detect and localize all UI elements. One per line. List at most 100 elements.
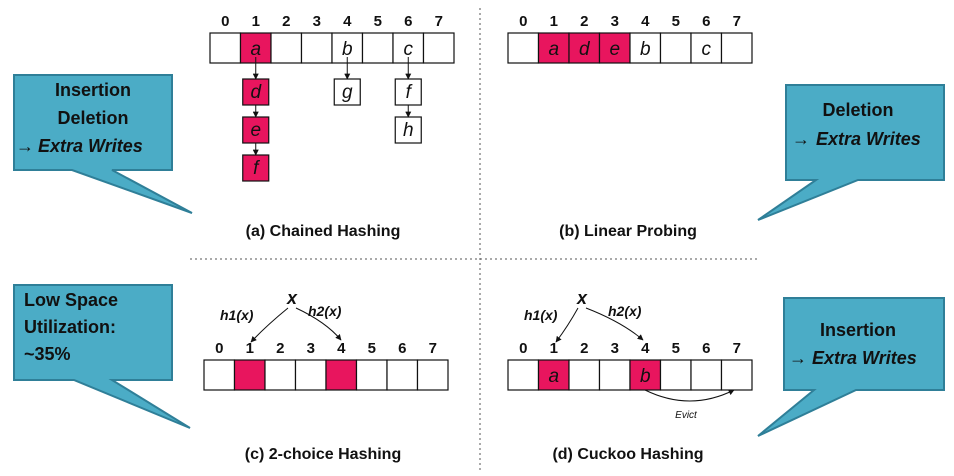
d-index-1: 1 bbox=[550, 340, 558, 357]
h1-arrow-c bbox=[250, 307, 289, 343]
b-slot-2-value: d bbox=[579, 39, 591, 60]
c-index-6: 6 bbox=[398, 340, 406, 357]
chain-node-1-2 bbox=[242, 154, 270, 182]
a-index-6: 6 bbox=[404, 13, 412, 30]
b-index-2: 2 bbox=[580, 13, 588, 30]
chain-node-6-1 bbox=[394, 116, 422, 144]
c-slot-1 bbox=[233, 359, 266, 391]
panel-cuckoo-hashing: x h1(x) h2(x) 0 1 2 3 4 5 6 7 a b Evict (d) Cuck… bbox=[507, 288, 753, 463]
h1-arrow-d bbox=[555, 307, 579, 343]
d-index-6: 6 bbox=[702, 340, 710, 357]
h2-arrow-c bbox=[295, 307, 342, 341]
h2-label-c: h2(x) bbox=[308, 303, 342, 319]
bubble-d: Insertion → Extra Writes bbox=[757, 297, 945, 437]
h2-arrow-d bbox=[585, 307, 644, 341]
h2-label-d: h2(x) bbox=[608, 303, 642, 319]
d-slot-6 bbox=[690, 359, 723, 391]
b-slot-1-value: a bbox=[548, 39, 559, 60]
d-slot-5 bbox=[659, 359, 692, 391]
evict-label: Evict bbox=[675, 410, 698, 421]
h1-label-c: h1(x) bbox=[220, 307, 254, 323]
c-index-7: 7 bbox=[429, 340, 437, 357]
key-x-c: x bbox=[286, 288, 298, 308]
panel-2-choice-hashing: x h1(x) h2(x) 0 1 2 3 4 5 6 7 (c) 2-choice Hash… bbox=[203, 288, 449, 463]
evict-arrow bbox=[644, 389, 735, 402]
d-slot-3 bbox=[598, 359, 631, 391]
d-index-7: 7 bbox=[733, 340, 741, 357]
c-slot-6 bbox=[386, 359, 419, 391]
bubble-a: Insertion Deletion → Extra Writes bbox=[13, 74, 193, 214]
b-slot-1 bbox=[537, 32, 570, 64]
c-slot-7 bbox=[416, 359, 449, 391]
chain-node-1-0-value: d bbox=[250, 82, 262, 103]
caption-cuckoo-hashing: (d) Cuckoo Hashing bbox=[552, 446, 703, 463]
chain-node-1-1 bbox=[242, 116, 270, 144]
d-slot-1-value: a bbox=[548, 366, 559, 387]
d-index-2: 2 bbox=[580, 340, 588, 357]
bubble-b: Deletion → Extra Writes bbox=[757, 84, 945, 221]
b-index-5: 5 bbox=[672, 13, 680, 30]
a-slot-5 bbox=[361, 32, 394, 64]
chain-node-6-0 bbox=[394, 78, 422, 106]
chain-node-6-0-value: f bbox=[406, 82, 413, 103]
a-index-2: 2 bbox=[282, 13, 290, 30]
bubble-c-line3: ~35% bbox=[24, 344, 71, 364]
a-index-0: 0 bbox=[221, 13, 229, 30]
a-index-4: 4 bbox=[343, 13, 352, 30]
chain-node-4-0-value: g bbox=[342, 82, 353, 103]
caption-2-choice-hashing: (c) 2-choice Hashing bbox=[245, 446, 401, 463]
bubble-c-line1: Low Space bbox=[24, 290, 118, 310]
b-slot-2 bbox=[568, 32, 601, 64]
a-slot-6-value: c bbox=[404, 39, 414, 60]
d-slot-2 bbox=[568, 359, 601, 391]
b-slot-3-value: e bbox=[609, 39, 620, 60]
d-slot-7 bbox=[720, 359, 753, 391]
key-x-d: x bbox=[576, 288, 588, 308]
bubble-a-line3: Extra Writes bbox=[38, 136, 143, 156]
a-index-5: 5 bbox=[374, 13, 382, 30]
c-index-2: 2 bbox=[276, 340, 284, 357]
c-index-4: 4 bbox=[337, 340, 346, 357]
bubble-a-line2: Deletion bbox=[57, 108, 128, 128]
c-slot-4 bbox=[325, 359, 358, 391]
bubble-b-arrow: → bbox=[792, 129, 810, 149]
bubble-c-line2: Utilization: bbox=[24, 317, 116, 337]
a-slot-1-value: a bbox=[250, 39, 261, 60]
caption-chained-hashing: (a) Chained Hashing bbox=[246, 223, 401, 240]
b-index-1: 1 bbox=[550, 13, 558, 30]
c-slot-2 bbox=[264, 359, 297, 391]
b-slot-5 bbox=[659, 32, 692, 64]
b-index-4: 4 bbox=[641, 13, 650, 30]
a-slot-0 bbox=[209, 32, 242, 64]
d-slot-1 bbox=[537, 359, 570, 391]
bubble-b-line2: Extra Writes bbox=[816, 129, 921, 149]
a-slot-4-value: b bbox=[342, 39, 353, 60]
d-index-3: 3 bbox=[611, 340, 619, 357]
b-slot-6-value: c bbox=[702, 39, 712, 60]
d-slot-4 bbox=[629, 359, 662, 391]
a-index-3: 3 bbox=[313, 13, 321, 30]
d-slot-0 bbox=[507, 359, 540, 391]
bubble-d-line1: Insertion bbox=[820, 320, 896, 340]
b-slot-3 bbox=[598, 32, 631, 64]
chain-node-1-1-value: e bbox=[250, 120, 261, 141]
c-index-5: 5 bbox=[368, 340, 376, 357]
b-index-7: 7 bbox=[733, 13, 741, 30]
chain-node-6-1-value: h bbox=[403, 120, 414, 141]
bubble-a-line1: Insertion bbox=[55, 80, 131, 100]
bubble-d-arrow: → bbox=[789, 348, 807, 368]
a-index-1: 1 bbox=[252, 13, 260, 30]
b-slot-4-value: b bbox=[640, 39, 651, 60]
a-index-7: 7 bbox=[435, 13, 443, 30]
bubble-a-arrow: → bbox=[16, 136, 34, 156]
c-slot-3 bbox=[294, 359, 327, 391]
b-slot-0 bbox=[507, 32, 540, 64]
a-slot-3 bbox=[300, 32, 333, 64]
c-slot-0 bbox=[203, 359, 236, 391]
chain-node-4-0 bbox=[333, 78, 361, 106]
c-index-1: 1 bbox=[246, 340, 254, 357]
c-index-3: 3 bbox=[307, 340, 315, 357]
